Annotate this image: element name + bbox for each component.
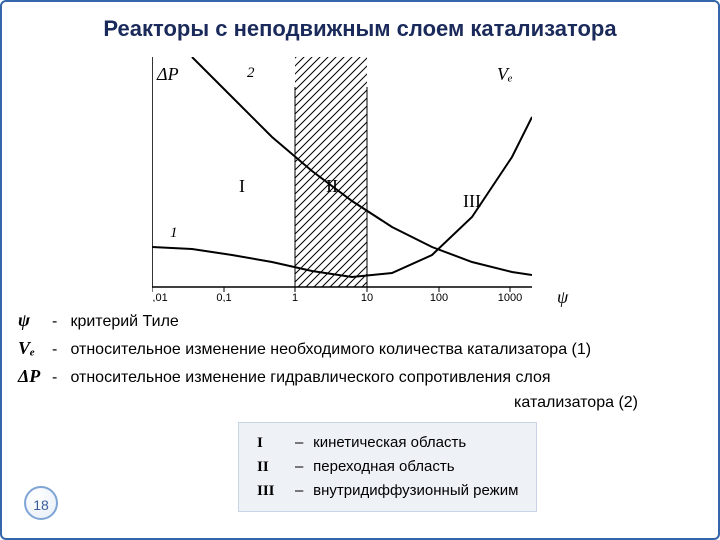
chart: 0,01 0,1 1 10 100 1000 1 2 I II III [152,57,532,302]
svg-text:1: 1 [292,292,298,302]
svg-text:0,01: 0,01 [152,292,168,302]
legend-hanging: катализатора (2) [18,391,698,416]
slide-number: 18 [24,486,58,520]
region-row: II– переходная область [257,455,518,479]
region-II-hatch [295,57,367,287]
svg-text:0,1: 0,1 [216,292,231,302]
curve-1-label: 1 [170,225,178,241]
region-label-I: I [239,176,245,196]
legend-item: ΔP- относительное изменение гидравлическ… [18,363,698,391]
region-row: I– кинетическая область [257,431,518,455]
svg-text:100: 100 [430,292,448,302]
region-label-III: III [463,191,481,211]
x-ticks: 0,01 0,1 1 10 100 1000 [152,287,522,302]
legend-item: Vₑ- относительное изменение необходимого… [18,335,698,363]
curve-2-label: 2 [247,65,255,81]
legend: ψ- критерий Тиле Vₑ- относительное измен… [18,307,698,415]
svg-text:1000: 1000 [498,292,522,302]
slide-title: Реакторы с неподвижным слоем катализатор… [2,16,718,42]
region-label-II: II [326,176,338,196]
region-row: III– внутридиффузионный режим [257,479,518,503]
x-axis-label: ψ [557,287,568,308]
regions-box: I– кинетическая область II– переходная о… [238,422,537,512]
legend-item: ψ- критерий Тиле [18,307,698,335]
svg-text:10: 10 [361,292,373,302]
